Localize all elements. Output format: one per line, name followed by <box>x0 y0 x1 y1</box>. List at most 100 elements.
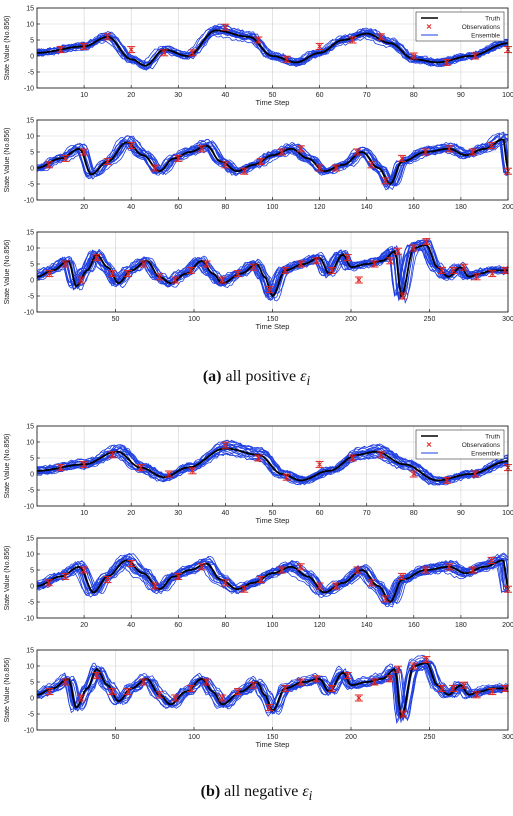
x-tick-label: 20 <box>127 92 135 99</box>
observation-marker <box>472 471 478 477</box>
observation-marker <box>345 255 351 260</box>
observation-marker <box>411 245 417 251</box>
x-tick-label: 40 <box>222 92 230 99</box>
observation-marker <box>125 689 131 694</box>
y-tick-label: -10 <box>24 728 34 735</box>
truth-line <box>37 29 509 67</box>
observation-marker <box>489 143 494 148</box>
caption-b-text: all negative <box>224 783 299 800</box>
observation-marker <box>62 679 68 685</box>
x-tick-label: 180 <box>455 204 467 211</box>
observation-marker <box>62 574 68 579</box>
observation-marker <box>256 455 261 461</box>
observation-marker <box>474 692 479 698</box>
ensemble-line <box>36 445 509 486</box>
x-tick-label: 200 <box>502 622 513 629</box>
observation-marker <box>399 156 405 161</box>
x-tick-label: 20 <box>80 622 88 629</box>
observation-marker <box>439 686 445 691</box>
observation-marker <box>314 258 319 264</box>
observation-marker <box>199 146 205 152</box>
observation-marker <box>470 149 476 155</box>
y-axis-label: State Value (No.856) <box>4 658 11 723</box>
ensemble-line <box>36 439 509 480</box>
x-tick-label: 60 <box>174 204 182 211</box>
x-tick-label: 60 <box>316 92 324 99</box>
observation-marker <box>190 50 195 56</box>
observation-marker <box>190 468 195 474</box>
chart-a2: 20 40 60 80 100 120 140 160 180 200 -10 -5 0 5 10 15 Sta… <box>4 118 513 212</box>
ensemble-line <box>36 452 509 485</box>
observation-marker <box>219 277 225 283</box>
y-axis-label: State Value (No.856) <box>4 16 11 81</box>
observation-marker <box>399 574 405 579</box>
observation-marker <box>267 705 272 710</box>
x-tick-label: 200 <box>502 204 513 211</box>
observation-marker <box>333 583 339 589</box>
x-tick-label: 90 <box>457 92 465 99</box>
legend-label-ensemble: Ensemble <box>471 451 500 458</box>
observation-marker <box>411 663 417 669</box>
ensemble-line <box>36 247 509 295</box>
caption-a-text: all positive <box>225 368 297 385</box>
chart-a3: 50 100 150 200 250 300 -10 -5 0 5 10 15 Time Step Sta… <box>4 230 513 332</box>
observation-marker <box>128 143 134 148</box>
y-tick-label: 10 <box>26 246 34 253</box>
x-tick-label: 40 <box>222 510 230 517</box>
observation-marker <box>282 268 288 273</box>
observation-marker <box>282 686 288 691</box>
x-tick-label: 30 <box>174 510 182 517</box>
observation-marker <box>461 264 467 270</box>
observation-marker <box>284 56 289 62</box>
caption-a-label: (a) <box>202 368 222 385</box>
observation-marker <box>175 574 181 579</box>
observation-marker <box>317 462 322 467</box>
observation-marker <box>204 261 209 267</box>
observation-marker <box>47 689 52 694</box>
y-tick-label: 15 <box>26 648 34 655</box>
observation-marker <box>489 689 495 694</box>
y-axis-label: State Value (No.856) <box>4 546 11 611</box>
y-tick-label: 15 <box>26 424 34 431</box>
x-tick-label: 100 <box>188 316 200 323</box>
observation-marker <box>450 268 456 273</box>
observation-marker <box>188 268 194 273</box>
observation-marker <box>175 156 181 161</box>
x-tick-label: 250 <box>424 734 436 741</box>
x-tick-label: 80 <box>410 92 418 99</box>
observation-marker <box>141 679 147 685</box>
caption-b-symbol: ε <box>302 783 309 800</box>
observation-marker <box>450 686 456 691</box>
observation-marker <box>317 165 322 171</box>
observation-marker <box>46 580 52 586</box>
ensemble-line <box>36 140 509 186</box>
observation-marker <box>94 673 100 678</box>
x-tick-label: 100 <box>267 622 279 629</box>
y-tick-label: 5 <box>30 262 34 269</box>
ensemble-line <box>36 136 509 184</box>
observation-marker <box>356 277 362 283</box>
y-tick-label: 15 <box>26 230 34 237</box>
x-tick-label: 70 <box>363 92 371 99</box>
ensemble-line <box>36 561 509 608</box>
observation-marker <box>172 695 178 701</box>
observation-marker <box>138 465 143 470</box>
observation-marker <box>423 567 428 573</box>
observation-marker <box>62 156 68 161</box>
y-tick-label: 0 <box>30 278 34 285</box>
x-axis-label: Time Step <box>256 322 290 331</box>
observation-marker <box>256 37 261 43</box>
y-tick-label: 0 <box>30 54 34 61</box>
observation-marker <box>489 558 494 563</box>
observation-marker <box>47 271 52 276</box>
observation-marker <box>333 165 339 171</box>
observation-marker <box>284 474 289 480</box>
y-tick-label: 0 <box>30 584 34 591</box>
legend-label-observations: Observations <box>462 442 501 449</box>
ensemble-line <box>36 132 509 188</box>
observation-marker <box>81 149 87 155</box>
observation-marker <box>279 567 285 573</box>
x-tick-label: 50 <box>112 316 120 323</box>
observation-marker <box>172 277 178 283</box>
observation-marker <box>219 695 225 701</box>
